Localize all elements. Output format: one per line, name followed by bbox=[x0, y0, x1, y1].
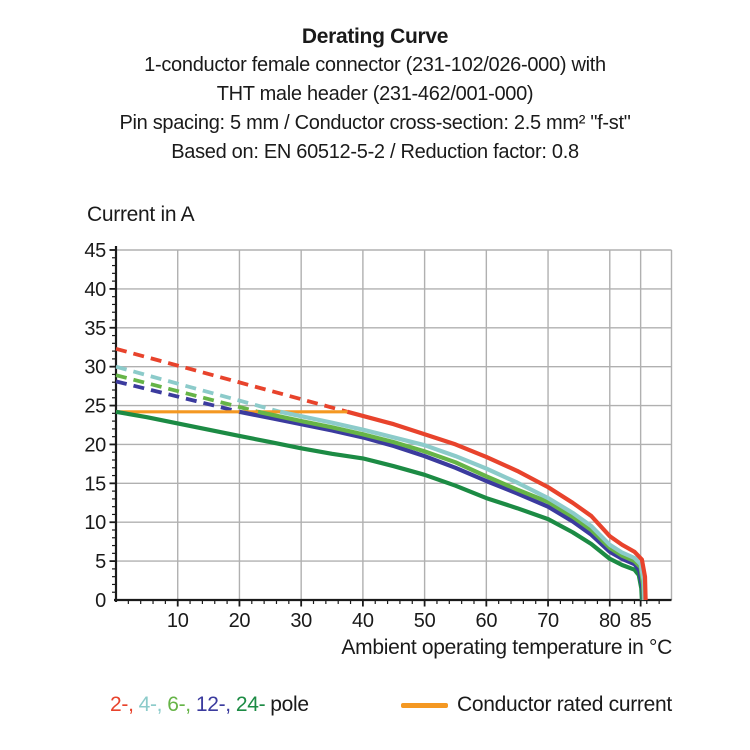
x-tick-label: 70 bbox=[537, 610, 559, 632]
curve-solid-12-pole bbox=[238, 409, 646, 601]
x-axis-title: Ambient operating temperature in °C bbox=[341, 636, 672, 659]
y-tick-label: 10 bbox=[84, 512, 106, 534]
y-tick-label: 15 bbox=[84, 473, 106, 495]
y-tick-label: 30 bbox=[84, 357, 106, 379]
curve-solid-4-pole bbox=[279, 409, 647, 601]
y-tick-label: 5 bbox=[95, 551, 106, 573]
y-tick-label: 35 bbox=[84, 318, 106, 340]
x-tick-label: 30 bbox=[290, 610, 312, 632]
rated-current-legend: Conductor rated current bbox=[401, 693, 672, 717]
curve-solid-6-pole bbox=[257, 409, 646, 601]
curve-solid-24-pole bbox=[115, 409, 644, 601]
x-tick-label: 20 bbox=[229, 610, 251, 632]
chart-subtitle-line-2: THT male header (231-462/001-000) bbox=[216, 83, 534, 105]
curve-dashed-6-pole bbox=[115, 373, 259, 414]
y-axis-title: Current in A bbox=[87, 203, 195, 226]
chart-subtitle-line-3: Pin spacing: 5 mm / Conductor cross-sect… bbox=[119, 112, 631, 134]
y-tick-label: 40 bbox=[84, 279, 106, 301]
curve-dashed-12-pole bbox=[115, 379, 240, 414]
pole-legend-item: 6-, bbox=[167, 693, 191, 716]
chart-subtitle-line-1: 1-conductor female connector (231-102/02… bbox=[144, 54, 606, 76]
x-tick-label: 85 bbox=[630, 610, 652, 632]
y-tick-label: 25 bbox=[84, 396, 106, 418]
chart-title: Derating Curve bbox=[301, 25, 449, 48]
y-tick-label: 45 bbox=[84, 240, 106, 262]
x-tick-label: 80 bbox=[599, 610, 621, 632]
chart-subtitle-line-4: Based on: EN 60512-5-2 / Reduction facto… bbox=[171, 141, 579, 163]
x-tick-label: 10 bbox=[167, 610, 189, 632]
x-tick-label: 60 bbox=[476, 610, 498, 632]
curve-dashed-4-pole bbox=[115, 364, 281, 414]
pole-legend-items: 2-, 4-, 6-, 12-, 24- bbox=[110, 693, 270, 716]
rated-current-label: Conductor rated current bbox=[457, 693, 672, 716]
pole-legend-item: 24- bbox=[235, 693, 266, 716]
curve-solid-2-pole bbox=[346, 409, 648, 601]
pole-legend-item: 4-, bbox=[138, 693, 163, 716]
x-tick-label: 40 bbox=[352, 610, 374, 632]
curve-dashed-2-pole bbox=[115, 346, 348, 414]
y-tick-label: 20 bbox=[84, 434, 106, 456]
orange-line-swatch bbox=[401, 702, 448, 708]
pole-legend-item: 2-, bbox=[110, 693, 134, 716]
pole-legend-item: 12-, bbox=[195, 693, 231, 716]
pole-legend-suffix: pole bbox=[270, 693, 309, 716]
y-tick-label: 0 bbox=[95, 590, 106, 612]
x-tick-label: 50 bbox=[414, 610, 436, 632]
pole-legend: 2-, 4-, 6-, 12-, 24- pole bbox=[110, 693, 309, 717]
chart-title-block: Derating Curve 1-conductor female connec… bbox=[0, 22, 750, 167]
